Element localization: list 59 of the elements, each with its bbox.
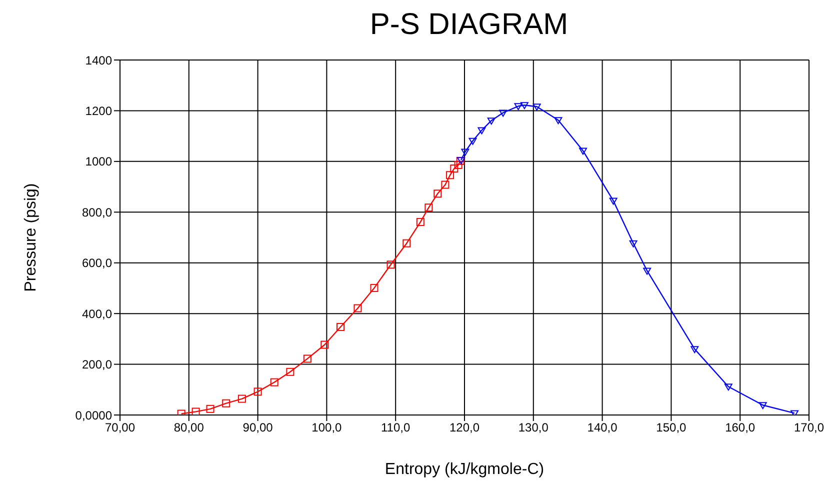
chart-title: P-S DIAGRAM <box>368 8 570 42</box>
point <box>386 260 395 269</box>
point <box>416 218 424 226</box>
point <box>192 408 200 415</box>
point <box>270 378 278 386</box>
point <box>554 117 562 124</box>
point <box>579 148 588 155</box>
point <box>629 240 638 248</box>
x-tick-label: 80,00 <box>174 420 204 435</box>
x-tick-label: 110,0 <box>381 420 410 435</box>
x-tick-label: 90,00 <box>242 420 274 435</box>
x-tick-label: 100,0 <box>312 420 342 435</box>
point <box>499 110 508 117</box>
point <box>520 102 528 110</box>
y-tick-label: 400,0 <box>82 306 112 321</box>
point <box>354 304 362 312</box>
point <box>320 340 329 349</box>
x-tick-label: 160,0 <box>725 420 756 435</box>
x-axis-title: Entropy (kJ/kgmole-C) <box>384 461 544 478</box>
point <box>690 346 699 354</box>
point <box>532 104 541 111</box>
point <box>514 103 522 110</box>
y-tick-label: 0,0000 <box>75 408 112 422</box>
point <box>758 402 767 410</box>
x-tick-label: 140,0 <box>587 420 618 435</box>
point <box>724 384 732 391</box>
point <box>336 323 344 332</box>
point <box>461 148 470 156</box>
point <box>206 404 214 413</box>
y-axis-title: Pressure (psig) <box>22 183 40 292</box>
point <box>468 138 477 145</box>
y-tick-label: 600,0 <box>82 256 112 270</box>
point <box>450 164 458 173</box>
point <box>222 399 230 408</box>
x-tick-label: 130,0 <box>518 420 549 435</box>
point <box>487 118 496 125</box>
point <box>454 160 462 169</box>
point <box>478 127 486 134</box>
point <box>402 239 411 248</box>
point <box>643 268 652 275</box>
point <box>446 171 454 180</box>
point <box>609 198 618 205</box>
point <box>434 190 442 198</box>
x-tick-label: 70,00 <box>104 420 136 435</box>
point <box>303 354 312 363</box>
x-tick-label: 150,0 <box>656 420 687 435</box>
point <box>441 180 450 189</box>
point <box>254 388 262 396</box>
y-tick-label: 1200 <box>85 104 112 118</box>
point <box>238 394 246 403</box>
point <box>286 368 294 376</box>
y-tick-label: 1000 <box>85 154 112 169</box>
x-tick-label: 120,0 <box>449 420 480 435</box>
y-tick-label: 1400 <box>85 53 112 68</box>
point <box>424 204 433 212</box>
x-tick-label: 170,0 <box>794 420 824 435</box>
y-tick-label: 800,0 <box>82 205 112 220</box>
point <box>370 284 378 292</box>
y-tick-label: 200,0 <box>82 358 112 372</box>
